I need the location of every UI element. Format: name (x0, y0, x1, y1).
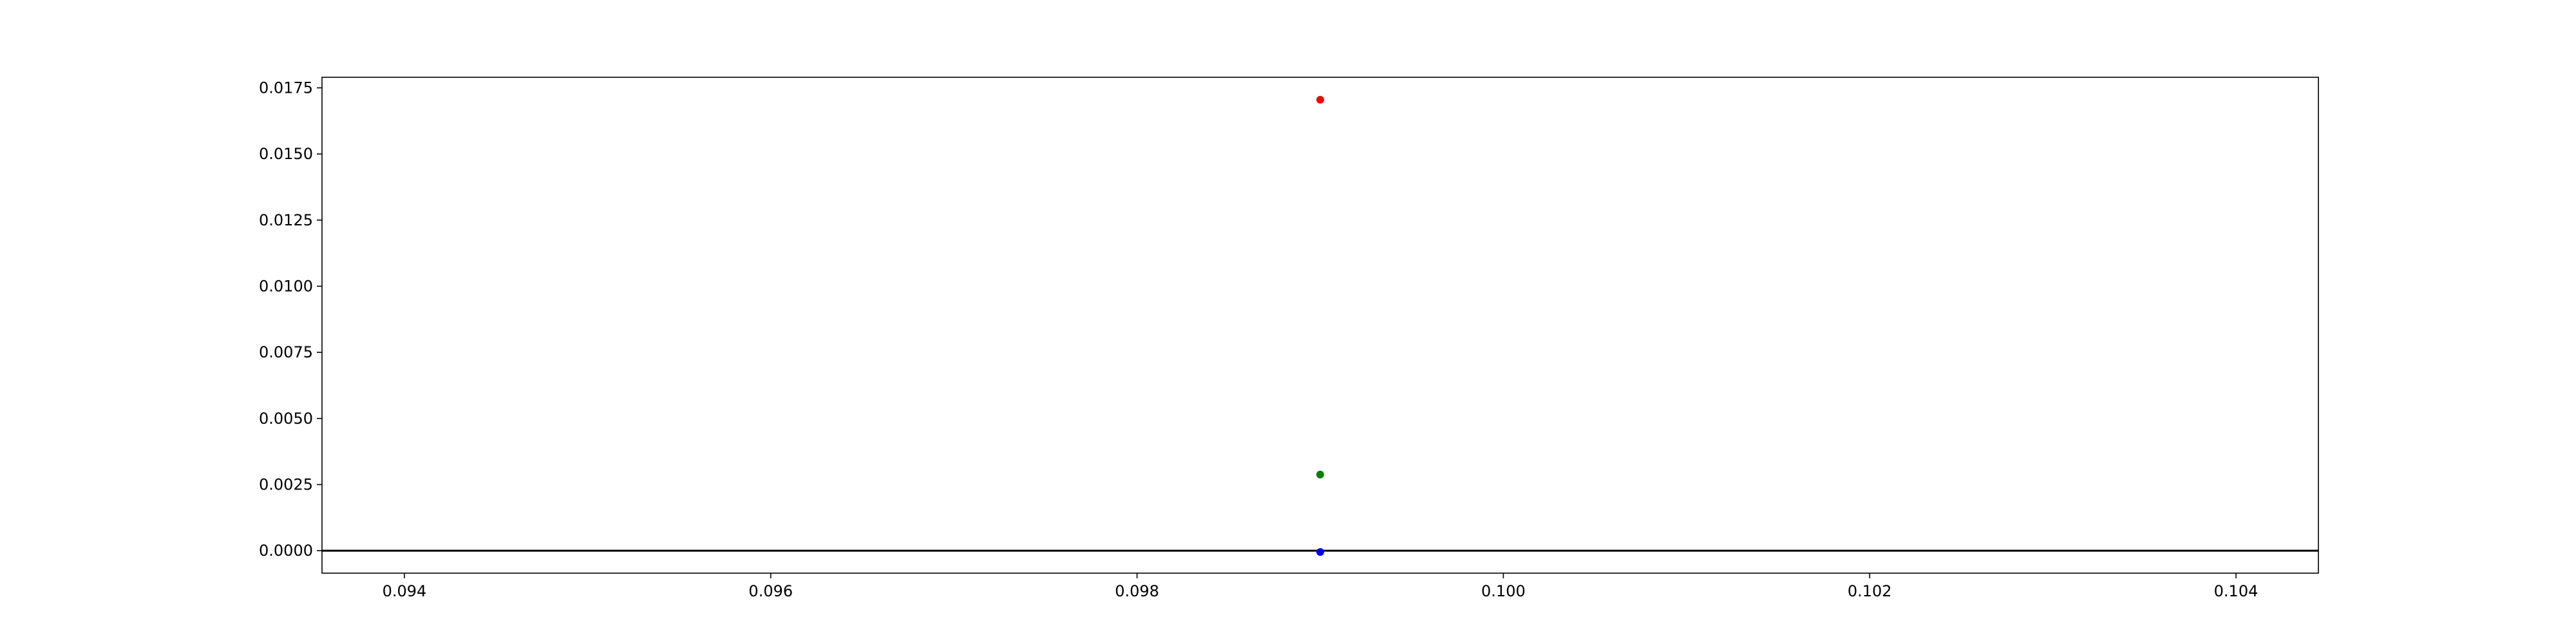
y-tick-label: 0.0150 (259, 145, 313, 163)
plot-area (322, 77, 2318, 573)
x-tick-label: 0.094 (383, 582, 427, 600)
x-tick-label: 0.096 (748, 582, 793, 600)
data-point-1 (1316, 96, 1324, 104)
x-tick-label: 0.098 (1115, 582, 1159, 600)
y-tick-label: 0.0125 (259, 211, 313, 229)
y-tick-label: 0.0000 (259, 542, 313, 560)
y-tick-label: 0.0025 (259, 475, 313, 493)
y-tick-label: 0.0075 (259, 343, 313, 361)
x-tick-label: 0.102 (1848, 582, 1892, 600)
y-tick-label: 0.0175 (259, 79, 313, 97)
y-tick-label: 0.0050 (259, 410, 313, 428)
x-tick-label: 0.100 (1481, 582, 1526, 600)
x-tick-label: 0.104 (2214, 582, 2259, 600)
data-point-3 (1316, 548, 1324, 556)
y-tick-label: 0.0100 (259, 277, 313, 295)
data-point-2 (1316, 471, 1324, 478)
